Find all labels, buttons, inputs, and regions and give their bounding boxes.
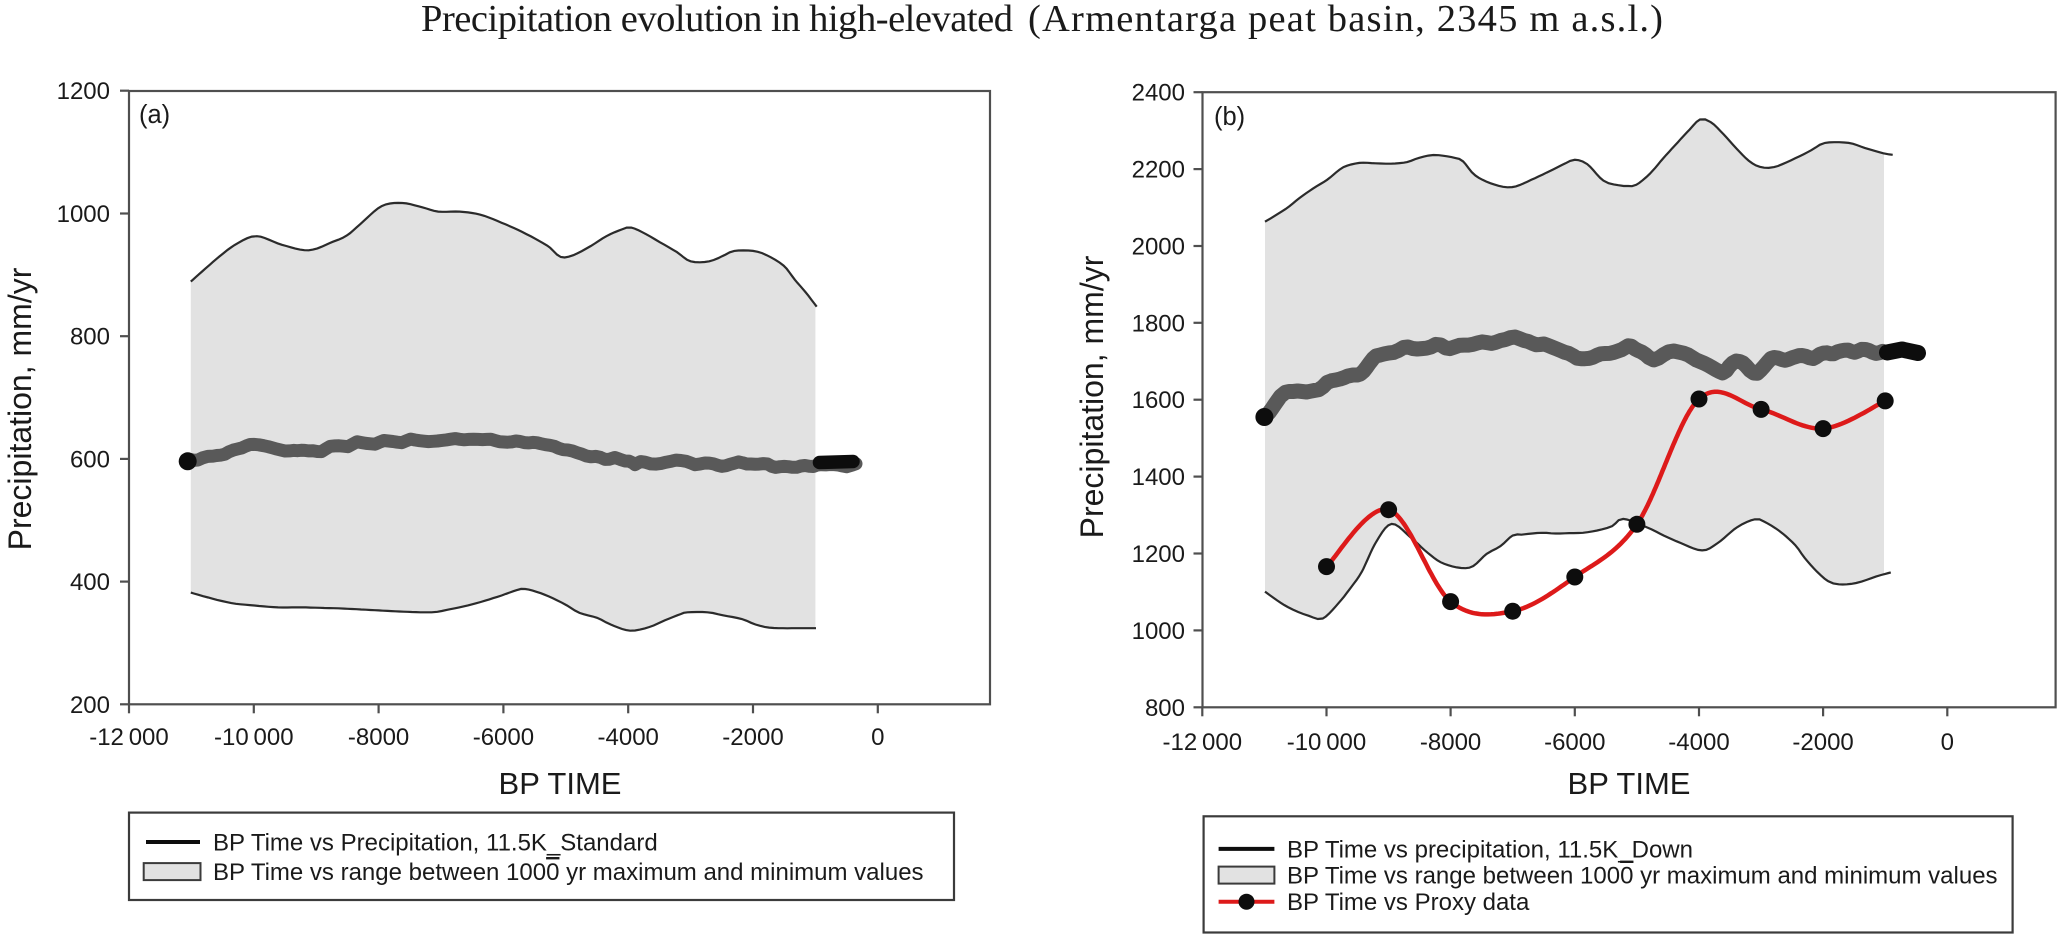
svg-text:2200: 2200: [1132, 157, 1185, 184]
svg-text:BP Time vs range between 1000: BP Time vs range between 1000 yr maximum…: [1287, 863, 1998, 890]
svg-text:-8000: -8000: [1420, 729, 1481, 756]
svg-text:Precipitation, mm/yr: Precipitation, mm/yr: [1074, 255, 1110, 538]
svg-text:400: 400: [70, 569, 110, 596]
svg-text:0: 0: [1941, 729, 1954, 756]
svg-text:600: 600: [70, 446, 110, 473]
svg-text:-2000: -2000: [1792, 729, 1853, 756]
svg-text:0: 0: [871, 724, 884, 751]
svg-text:(b): (b): [1214, 103, 1245, 131]
svg-text:Precipitation evolution in hig: Precipitation evolution in high-elevated: [421, 0, 1013, 40]
svg-text:-6000: -6000: [1544, 729, 1605, 756]
svg-text:200: 200: [70, 692, 110, 719]
svg-text:-4000: -4000: [598, 724, 659, 751]
svg-text:BP TIME: BP TIME: [499, 766, 622, 801]
svg-text:Precipitation, mm/yr: Precipitation, mm/yr: [2, 267, 38, 550]
svg-text:-10 000: -10 000: [1287, 729, 1367, 756]
svg-text:-4000: -4000: [1668, 729, 1729, 756]
svg-text:BP Time vs precipitation, 11.5: BP Time vs precipitation, 11.5K_Down: [1287, 836, 1693, 863]
svg-text:800: 800: [70, 324, 110, 351]
svg-text:BP Time vs range between 1000: BP Time vs range between 1000 yr maximum…: [213, 859, 924, 886]
svg-text:BP TIME: BP TIME: [1568, 766, 1691, 801]
svg-text:BP Time vs Proxy data: BP Time vs Proxy data: [1287, 889, 1530, 916]
svg-text:-6000: -6000: [473, 724, 534, 751]
svg-text:BP Time vs Precipitation, 11.5: BP Time vs Precipitation, 11.5K_Standard: [213, 830, 658, 857]
svg-text:1000: 1000: [57, 201, 110, 228]
svg-text:-12 000: -12 000: [1163, 729, 1243, 756]
svg-text:1800: 1800: [1132, 310, 1185, 337]
svg-text:1000: 1000: [1132, 618, 1185, 645]
svg-text:1200: 1200: [1132, 541, 1185, 568]
svg-text:2000: 2000: [1132, 234, 1185, 261]
svg-text:-12 000: -12 000: [89, 724, 169, 751]
svg-text:-10 000: -10 000: [214, 724, 294, 751]
svg-text:-2000: -2000: [722, 724, 783, 751]
svg-text:(a): (a): [139, 101, 170, 129]
svg-text:1200: 1200: [57, 78, 110, 105]
svg-text:800: 800: [1145, 695, 1185, 722]
svg-text:(Armentarga peat basin, 2345 m: (Armentarga peat basin, 2345 m a.s.l.): [1028, 0, 1663, 40]
svg-text:1400: 1400: [1132, 464, 1185, 491]
svg-text:2400: 2400: [1132, 80, 1185, 107]
svg-text:-8000: -8000: [348, 724, 409, 751]
svg-text:1600: 1600: [1132, 387, 1185, 414]
